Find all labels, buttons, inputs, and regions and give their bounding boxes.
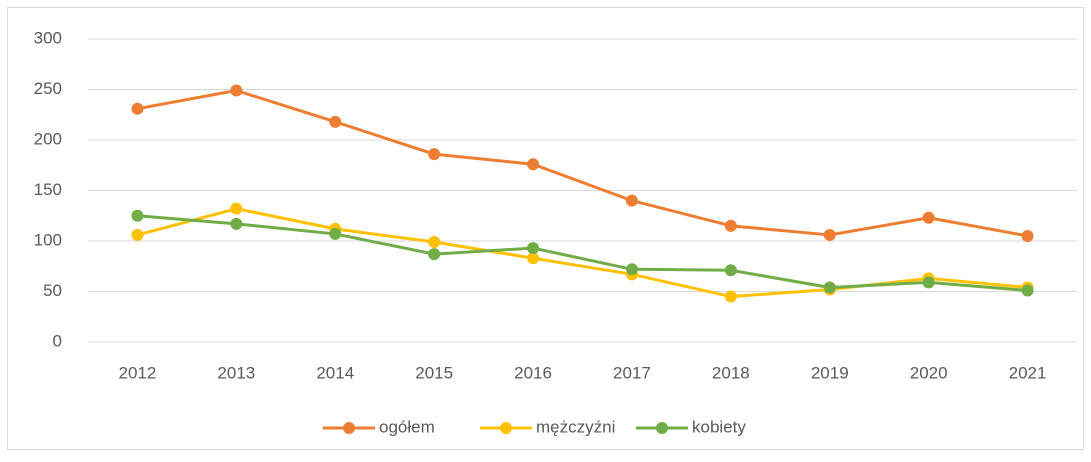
x-tick-label: 2015 <box>415 363 453 382</box>
data-point <box>724 264 737 277</box>
y-tick-label: 250 <box>34 79 62 98</box>
data-point <box>329 115 342 128</box>
data-point <box>329 227 342 240</box>
data-point <box>625 194 638 207</box>
y-tick-label: 50 <box>43 281 62 300</box>
data-point <box>922 211 935 224</box>
data-point <box>724 290 737 303</box>
legend-marker <box>500 422 512 434</box>
legend-marker <box>656 422 668 434</box>
data-point <box>527 242 540 255</box>
series-line <box>137 89 1028 238</box>
data-point <box>428 248 441 261</box>
data-point <box>131 228 144 241</box>
chart-border <box>7 7 1084 450</box>
y-tick-label: 200 <box>34 129 62 148</box>
legend-label: mężczyźni <box>536 417 615 436</box>
y-tick-label: 300 <box>34 28 62 47</box>
data-point <box>1021 229 1034 242</box>
x-tick-label: 2021 <box>1009 363 1047 382</box>
x-tick-label: 2014 <box>316 363 354 382</box>
data-point <box>922 276 935 289</box>
y-tick-label: 0 <box>53 331 62 350</box>
data-point <box>428 236 441 249</box>
x-tick-label: 2013 <box>217 363 255 382</box>
x-tick-label: 2017 <box>613 363 651 382</box>
y-tick-label: 100 <box>34 230 62 249</box>
data-point <box>823 281 836 294</box>
data-point <box>230 202 243 215</box>
data-point <box>1021 284 1034 297</box>
legend-label: kobiety <box>692 417 746 436</box>
series-line <box>137 214 1028 292</box>
data-point <box>230 217 243 230</box>
legend-marker <box>343 422 355 434</box>
legend-label: ogółem <box>379 417 435 436</box>
data-point <box>527 252 540 265</box>
data-point <box>131 209 144 222</box>
x-tick-label: 2012 <box>119 363 157 382</box>
x-tick-label: 2018 <box>712 363 750 382</box>
data-point <box>527 158 540 171</box>
x-tick-label: 2020 <box>910 363 948 382</box>
data-point <box>724 219 737 232</box>
y-tick-label: 150 <box>34 180 62 199</box>
data-point <box>131 102 144 115</box>
data-point <box>625 263 638 276</box>
x-tick-label: 2016 <box>514 363 552 382</box>
data-point <box>230 84 243 97</box>
data-point <box>428 148 441 161</box>
data-point <box>823 228 836 241</box>
x-tick-label: 2019 <box>811 363 849 382</box>
